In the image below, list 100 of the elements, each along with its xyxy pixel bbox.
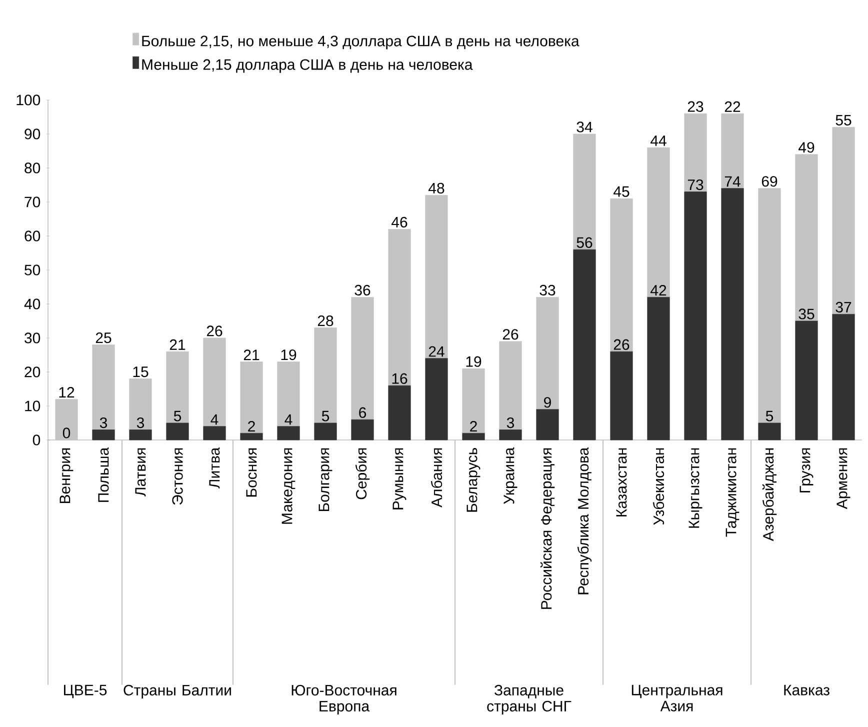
data-label: 37 (836, 302, 852, 312)
text: Центральная Азия (632, 684, 722, 712)
y-tick-label: 60 (24, 230, 40, 242)
x-tick-label: Азербайджан (762, 448, 777, 542)
data-label: 21 (244, 350, 260, 360)
text: Кавказ (784, 684, 830, 696)
bar (462, 368, 485, 434)
bar (647, 147, 670, 298)
bar (499, 341, 522, 430)
data-label: 5 (766, 410, 774, 422)
data-label: 45 (614, 186, 630, 197)
bar (499, 430, 522, 440)
x-tick-label: Венгрия (60, 448, 74, 504)
legend-label: Больше 2,15, но меньше 4,3 доллара США в день на человека (142, 36, 580, 50)
bar (129, 378, 152, 430)
bar (573, 249, 596, 440)
bar (277, 362, 300, 427)
data-label: 56 (576, 237, 592, 248)
data-label: 42 (650, 285, 666, 296)
x-tick-label: Грузия (800, 448, 814, 492)
data-label: 69 (762, 176, 778, 187)
y-tick-label: 100 (16, 94, 40, 106)
data-label: 22 (724, 101, 740, 112)
data-label: 21 (170, 339, 186, 350)
data-label: 3 (136, 417, 144, 428)
data-label: 55 (836, 115, 852, 126)
bar (721, 113, 744, 189)
data-label: 19 (466, 356, 482, 367)
data-label: 5 (322, 410, 330, 422)
y-tick-label: 20 (24, 366, 40, 378)
bar (832, 314, 855, 440)
data-label: 36 (354, 284, 370, 296)
y-tick-label: 30 (24, 332, 40, 344)
data-label: 34 (576, 122, 592, 132)
bar (425, 358, 448, 440)
x-tick-label: Украина (504, 447, 518, 504)
y-tick-label: 80 (24, 162, 40, 174)
bar (610, 351, 633, 440)
data-label: 2 (248, 421, 255, 432)
bar (758, 422, 781, 440)
bar (610, 198, 633, 352)
text: Западные страны СНГ (487, 684, 572, 714)
bar (55, 398, 78, 440)
data-label: 26 (502, 329, 518, 340)
x-tick-label: Казахстан (616, 448, 627, 516)
bar (240, 362, 263, 434)
x-tick-label: Таджикистан (726, 448, 740, 537)
x-tick-label: Российская Федерация (540, 448, 555, 609)
data-label: 5 (174, 410, 182, 422)
text: ЦВЕ-5 (64, 684, 107, 698)
bar (536, 296, 559, 410)
data-label: 2 (470, 421, 477, 432)
data-label: 26 (206, 326, 222, 336)
data-label: 3 (506, 417, 514, 428)
x-tick-label: Польша (98, 447, 109, 502)
bar (721, 188, 744, 440)
x-tick-label: Албания (430, 448, 442, 508)
bar (647, 296, 670, 440)
data-label: 16 (392, 373, 408, 384)
y-tick-label: 90 (24, 128, 40, 140)
bar (314, 328, 337, 424)
y-tick-label: 70 (24, 196, 40, 208)
x-tick-label: Македония (282, 448, 296, 524)
bar (425, 194, 448, 359)
data-label: 33 (540, 284, 556, 296)
x-tick-label: Армения (836, 448, 850, 510)
data-label: 48 (428, 182, 444, 194)
bar (758, 188, 781, 424)
data-label: 74 (724, 176, 740, 187)
data-label: 28 (318, 315, 334, 326)
bar (573, 134, 596, 250)
bar (351, 419, 374, 440)
data-label: 12 (59, 387, 74, 398)
bar (129, 430, 152, 440)
bar (92, 344, 115, 430)
x-tick-label: Румыния (392, 448, 406, 510)
data-label: 24 (428, 346, 444, 357)
x-tick-label: Республика Молдова (577, 447, 592, 594)
bar (166, 422, 189, 440)
data-label: 6 (359, 407, 366, 418)
text: Страны Балтии (124, 684, 231, 698)
x-tick-label: Эстония (172, 448, 183, 505)
data-label: 3 (100, 417, 108, 428)
bar (351, 296, 374, 420)
legend-label: Меньше 2,15 доллара США в день на человека (142, 59, 473, 73)
bar (203, 338, 226, 427)
data-label: 0 (62, 428, 70, 438)
x-tick-label: Кыргызстан (688, 448, 702, 528)
data-label: 73 (688, 179, 704, 190)
data-label: 49 (798, 142, 814, 153)
x-tick-label: Узбекистан (652, 448, 664, 525)
data-label: 4 (284, 414, 292, 425)
data-label: 23 (688, 101, 704, 112)
bar (795, 320, 818, 440)
bar (166, 351, 189, 424)
x-tick-label: Босния (246, 448, 257, 497)
data-label: 4 (210, 414, 218, 425)
bar (388, 385, 411, 440)
y-tick-label: 10 (25, 400, 40, 412)
bar (462, 432, 485, 440)
